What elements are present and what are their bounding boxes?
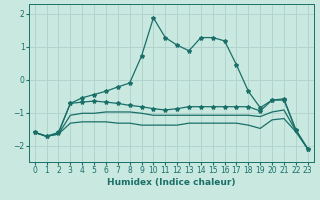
X-axis label: Humidex (Indice chaleur): Humidex (Indice chaleur) [107,178,236,187]
